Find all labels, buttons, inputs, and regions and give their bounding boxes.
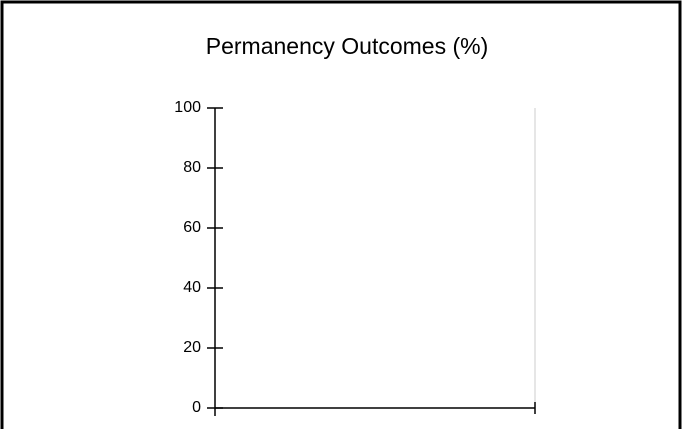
- y-tick-label: 60: [183, 219, 201, 236]
- y-tick-label: 80: [183, 159, 201, 176]
- y-tick-label: 40: [183, 279, 201, 296]
- y-tick-label: 100: [174, 99, 201, 116]
- y-tick-label: 20: [183, 339, 201, 356]
- chart-title: Permanency Outcomes (%): [206, 33, 488, 59]
- y-tick-label: 0: [192, 399, 201, 416]
